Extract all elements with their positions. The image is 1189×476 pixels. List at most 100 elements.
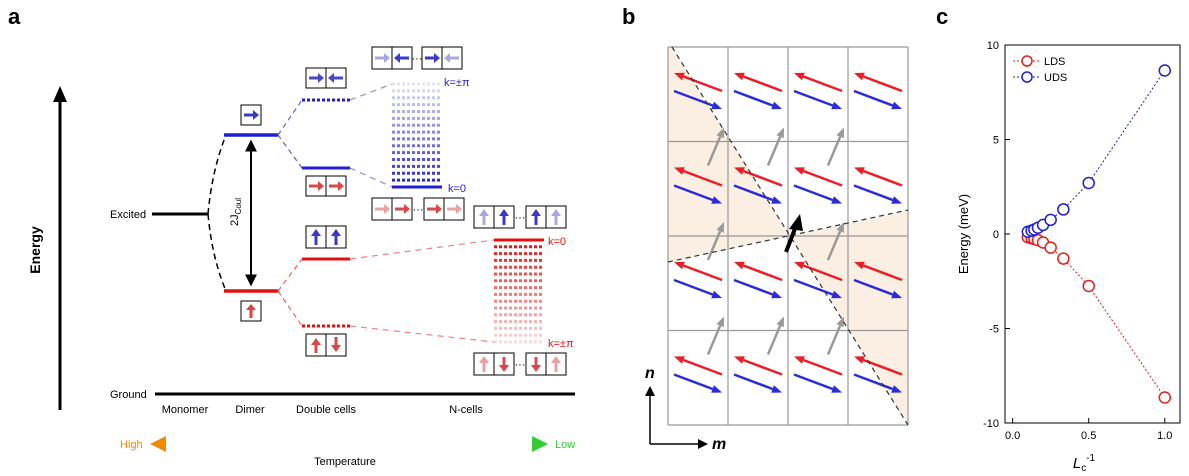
blue-spin-arrow bbox=[853, 278, 902, 299]
blue-spin-arrow bbox=[793, 89, 842, 110]
dimer-split-down bbox=[207, 213, 227, 292]
blue-spin-arrow bbox=[853, 89, 902, 110]
energy-axis-label: Energy bbox=[27, 226, 43, 274]
n-cell-band-lower bbox=[494, 238, 544, 344]
red-spin-arrow bbox=[674, 72, 723, 93]
red-spin-arrow bbox=[794, 261, 843, 282]
x-tick-label: 1.0 bbox=[1157, 430, 1172, 442]
n-cell-icon-top: ··· bbox=[371, 46, 463, 70]
double-icon-up-up bbox=[305, 225, 347, 249]
temperature-low-label: Low bbox=[555, 439, 575, 451]
legend-entry-lds: LDS bbox=[1013, 55, 1065, 68]
legend-label-uds: UDS bbox=[1044, 72, 1067, 84]
legend: LDS UDS bbox=[1013, 55, 1067, 84]
lattice-grid bbox=[667, 46, 909, 426]
data-point bbox=[1044, 241, 1057, 254]
x-axis-label: Lc-1 bbox=[1073, 453, 1096, 474]
double-icon-parallel-red bbox=[305, 175, 347, 197]
red-spin-arrow bbox=[794, 356, 843, 376]
data-point bbox=[1057, 252, 1070, 265]
gray-spin-arrow bbox=[826, 127, 844, 166]
temperature-label: Temperature bbox=[314, 456, 376, 468]
panel-c: c 0.0 0.5 1.0 10 5 0 -5 -10 Energy (meV) Lc-1 L… bbox=[936, 4, 1181, 474]
dimer-upper-icon bbox=[240, 104, 262, 126]
blue-spin-arrow bbox=[853, 184, 902, 204]
coulomb-gap-label: 2JCoul bbox=[229, 198, 243, 226]
svg-text:···: ··· bbox=[515, 212, 526, 224]
k-label-upper-pi: k=±π bbox=[444, 77, 470, 89]
ground-label: Ground bbox=[110, 389, 147, 401]
blue-spin-arrow bbox=[733, 373, 782, 393]
gray-spin-arrow bbox=[766, 316, 784, 355]
connector-n-1 bbox=[349, 83, 393, 101]
svg-text:···: ··· bbox=[413, 204, 424, 216]
blue-spin-arrow bbox=[733, 278, 782, 299]
n-cell-icon-bottom: ··· bbox=[473, 352, 567, 376]
series-lds bbox=[1021, 230, 1172, 404]
connector-lower-b bbox=[277, 290, 303, 327]
shaded-region-right bbox=[790, 211, 908, 425]
y-tick-label: -10 bbox=[983, 418, 999, 430]
gray-spin-arrow bbox=[826, 316, 844, 355]
connector-upper-a bbox=[277, 99, 303, 136]
blue-spin-arrow bbox=[853, 373, 902, 393]
y-tick-label: 0 bbox=[993, 229, 999, 241]
n-cell-icon-mid-upper: ··· bbox=[371, 197, 465, 221]
blue-spin-arrow bbox=[673, 89, 722, 110]
data-point bbox=[1082, 176, 1095, 190]
excited-label: Excited bbox=[110, 209, 146, 221]
stage-label-monomer: Monomer bbox=[162, 404, 209, 416]
red-spin-arrow bbox=[674, 356, 723, 376]
n-cell-band-upper bbox=[392, 82, 442, 189]
red-spin-arrow bbox=[674, 261, 723, 282]
y-tick-label: 5 bbox=[993, 135, 999, 147]
connector-lower-a bbox=[277, 258, 303, 292]
gray-spin-arrow bbox=[706, 222, 724, 261]
y-tick-label: 10 bbox=[987, 40, 999, 52]
connector-n-3 bbox=[349, 239, 495, 260]
red-spin-arrow bbox=[674, 167, 723, 187]
blue-spin-arrow bbox=[673, 278, 722, 299]
red-spin-arrow bbox=[854, 356, 903, 376]
domain-boundary-shallow bbox=[667, 209, 909, 263]
red-spin-arrow bbox=[734, 72, 783, 93]
panel-b: b n m bbox=[622, 4, 909, 453]
red-spin-arrow bbox=[734, 167, 783, 187]
k-label-lower-pi: k=±π bbox=[548, 338, 574, 350]
blue-spin-arrow bbox=[733, 184, 782, 204]
blue-spin-arrow bbox=[793, 373, 842, 393]
stage-label-dimer: Dimer bbox=[235, 404, 265, 416]
stage-label-ncells: N-cells bbox=[449, 404, 483, 416]
red-spin-arrow bbox=[734, 261, 783, 282]
gray-spin-arrow bbox=[766, 127, 784, 166]
red-spin-arrow bbox=[854, 167, 903, 187]
connector-n-4 bbox=[349, 325, 495, 343]
spin-arrows bbox=[673, 72, 903, 393]
gray-spin-arrow bbox=[826, 222, 844, 261]
temperature-arrow-left-head bbox=[150, 436, 166, 452]
series-line bbox=[1027, 70, 1166, 233]
dimer-split-up bbox=[207, 134, 227, 215]
blue-spin-arrow bbox=[673, 373, 722, 393]
m-axis-label: m bbox=[712, 436, 726, 453]
series-uds bbox=[1021, 64, 1172, 238]
domain-boundary-diagonal bbox=[671, 46, 909, 426]
panel-a-letter: a bbox=[8, 4, 21, 29]
red-spin-arrow bbox=[854, 261, 903, 282]
gray-spin-arrow bbox=[706, 316, 724, 355]
connector-n-2 bbox=[349, 167, 393, 188]
legend-entry-uds: UDS bbox=[1013, 71, 1067, 84]
x-tick-label: 0.0 bbox=[1005, 430, 1020, 442]
svg-text:···: ··· bbox=[515, 359, 526, 371]
blue-spin-arrow bbox=[673, 184, 722, 204]
energy-axis-arrowhead bbox=[53, 86, 67, 102]
central-black-arrow bbox=[784, 214, 803, 253]
connector-upper-b bbox=[277, 134, 303, 169]
panel-c-letter: c bbox=[936, 4, 948, 29]
n-axis-label: n bbox=[645, 365, 655, 382]
red-spin-arrow bbox=[794, 167, 843, 187]
dimer-lower-icon bbox=[240, 300, 262, 322]
red-spin-arrow bbox=[794, 72, 843, 93]
y-axis-label: Energy (meV) bbox=[956, 194, 971, 274]
